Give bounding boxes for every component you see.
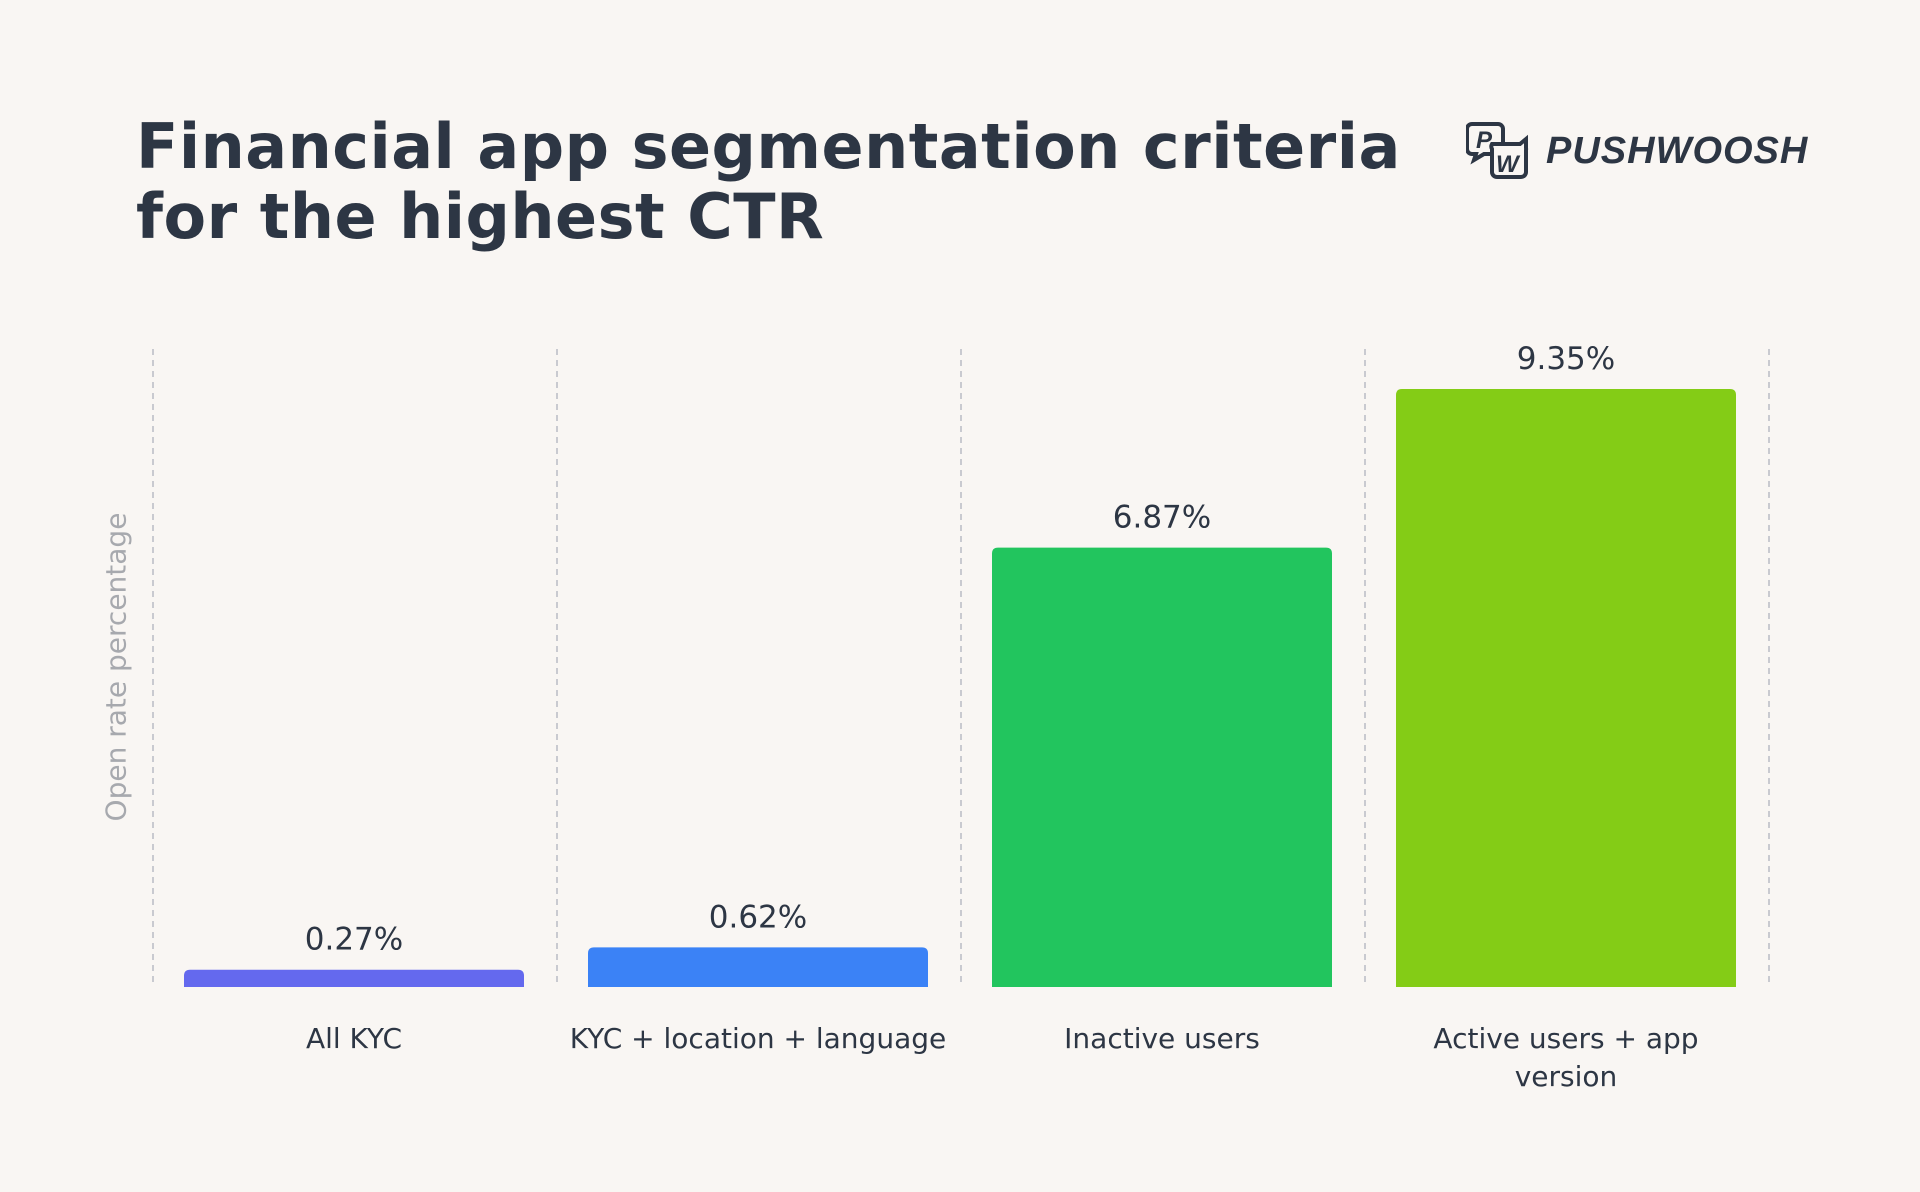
brand-logo: P W PUSHWOOSH xyxy=(1466,120,1808,182)
svg-text:W: W xyxy=(1496,151,1521,178)
title-line-1: Financial app segmentation criteria xyxy=(136,110,1401,183)
chart-title: Financial app segmentation criteria for … xyxy=(136,112,1401,252)
bar xyxy=(184,969,524,987)
title-line-2: for the highest CTR xyxy=(136,180,825,253)
category-label: KYC + location + language xyxy=(570,1022,946,1055)
category-label: Active users + app xyxy=(1433,1022,1698,1055)
bar xyxy=(1396,389,1736,987)
value-label: 6.87% xyxy=(1113,500,1211,536)
bar xyxy=(992,547,1332,987)
value-label: 9.35% xyxy=(1517,341,1615,377)
category-label: Inactive users xyxy=(1064,1022,1260,1055)
svg-text:P: P xyxy=(1476,127,1493,154)
bar xyxy=(588,947,928,987)
value-label: 0.62% xyxy=(709,899,807,935)
category-label: All KYC xyxy=(306,1022,402,1055)
category-label: version xyxy=(1515,1060,1618,1093)
pushwoosh-logo-icon: P W xyxy=(1466,122,1529,179)
brand-name: PUSHWOOSH xyxy=(1546,129,1809,172)
value-label: 0.27% xyxy=(305,922,403,958)
